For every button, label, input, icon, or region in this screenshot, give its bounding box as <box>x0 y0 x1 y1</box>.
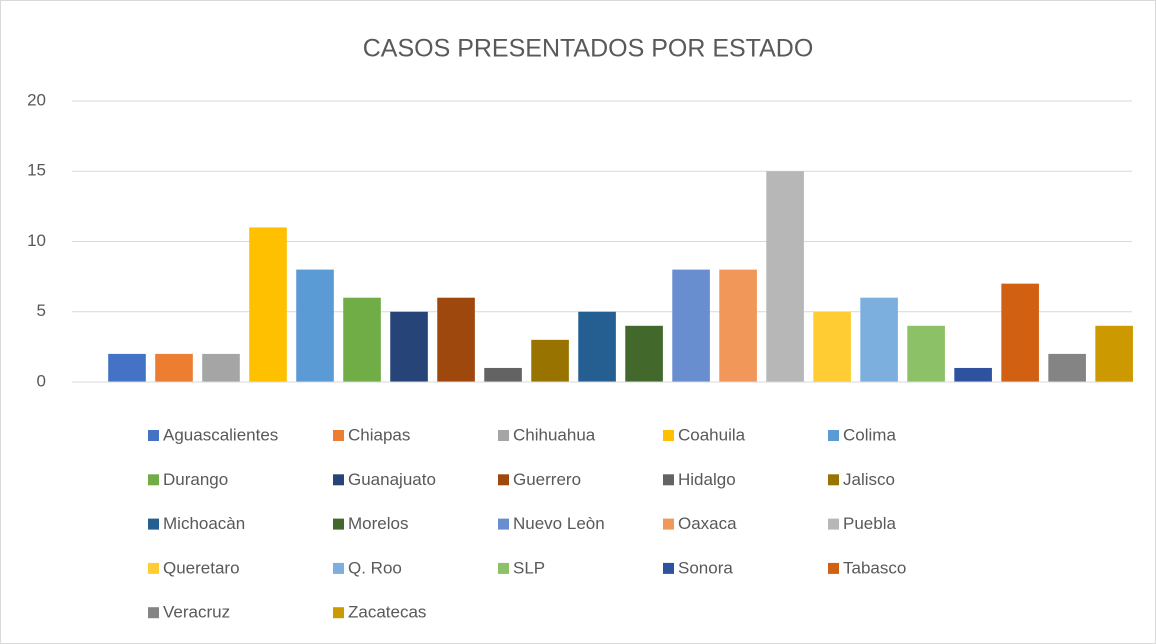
legend-label: Morelos <box>348 514 408 533</box>
legend-swatch <box>333 430 344 441</box>
legend-label: Oaxaca <box>678 514 737 533</box>
legend-swatch <box>828 562 839 574</box>
bar <box>1001 283 1039 382</box>
bar <box>343 297 381 382</box>
y-tick-label: 15 <box>27 161 46 180</box>
legend-swatch <box>663 430 674 441</box>
legend-label: Jalisco <box>843 470 895 489</box>
legend-swatch <box>498 562 509 574</box>
bar <box>531 339 569 382</box>
bar <box>719 269 757 382</box>
legend-swatch <box>498 430 509 441</box>
bar <box>484 367 522 382</box>
legend-swatch <box>828 518 839 530</box>
bar <box>108 353 146 382</box>
legend-label: Nuevo Leòn <box>513 514 605 533</box>
legend-swatch <box>828 474 839 486</box>
bar <box>1095 325 1133 382</box>
bar <box>907 325 945 382</box>
legend-label: Aguascalientes <box>163 425 278 444</box>
bar <box>766 171 804 382</box>
legend-swatch <box>663 518 674 530</box>
legend-label: Colima <box>843 425 896 444</box>
legend-swatch <box>663 562 674 574</box>
legend-label: Tabasco <box>843 558 906 577</box>
legend-label: Zacatecas <box>348 603 426 622</box>
legend-label: Chiapas <box>348 425 410 444</box>
legend-label: Durango <box>163 470 228 489</box>
legend-swatch <box>663 474 674 486</box>
legend-label: Q. Roo <box>348 558 402 577</box>
legend-swatch <box>148 518 159 530</box>
bar <box>249 227 287 382</box>
legend-swatch <box>828 430 839 441</box>
legend-label: Hidalgo <box>678 470 736 489</box>
bar <box>954 367 992 382</box>
bar <box>578 311 616 382</box>
legend-swatch <box>333 607 344 619</box>
legend-swatch <box>498 474 509 486</box>
y-tick-label: 0 <box>37 371 46 390</box>
legend-swatch <box>148 430 159 441</box>
bar <box>155 353 193 382</box>
bar <box>625 325 663 382</box>
bar <box>390 311 428 382</box>
legend-swatch <box>148 607 159 619</box>
legend-swatch <box>333 562 344 574</box>
legend-swatch <box>333 518 344 530</box>
bar <box>437 297 475 382</box>
legend-label: Michoacàn <box>163 514 245 533</box>
legend-label: Guanajuato <box>348 470 436 489</box>
bar <box>202 353 240 382</box>
legend-label: SLP <box>513 558 545 577</box>
legend-swatch <box>498 518 509 530</box>
legend-label: Puebla <box>843 514 896 533</box>
legend-label: Guerrero <box>513 470 581 489</box>
y-tick-label: 20 <box>27 90 46 109</box>
bar <box>672 269 710 382</box>
legend-label: Veracruz <box>163 603 230 622</box>
bar <box>813 311 851 382</box>
legend-swatch <box>148 562 159 574</box>
legend-label: Sonora <box>678 558 733 577</box>
legend-label: Coahuila <box>678 425 746 444</box>
y-tick-label: 5 <box>37 301 46 320</box>
y-tick-label: 10 <box>27 231 46 250</box>
legend-swatch <box>333 474 344 486</box>
legend-swatch <box>148 474 159 486</box>
chart-title: CASOS PRESENTADOS POR ESTADO <box>363 35 814 63</box>
legend-label: Queretaro <box>163 558 240 577</box>
legend-label: Chihuahua <box>513 425 596 444</box>
bar <box>296 269 334 382</box>
bar <box>1048 353 1086 382</box>
bar <box>860 297 898 382</box>
